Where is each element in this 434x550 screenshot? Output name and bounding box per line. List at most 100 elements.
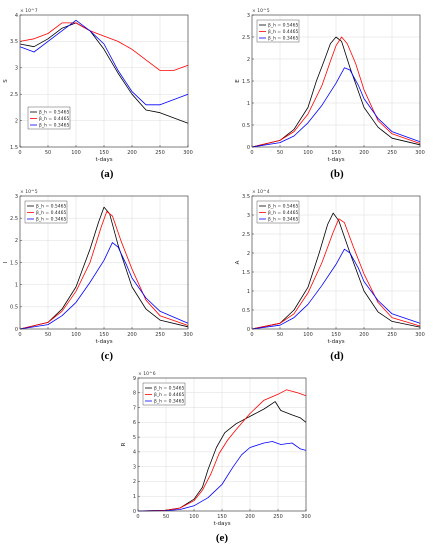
series-line-blue [251, 248, 421, 330]
y-tick-label: 5 [133, 435, 136, 441]
x-tick-label: 200 [127, 150, 137, 156]
panel-caption: (c) [101, 350, 114, 362]
y-axis-label: R [121, 442, 127, 446]
legend-entry: β_h = 0.5465 [268, 23, 298, 29]
y-tick-label: 2 [133, 479, 136, 485]
legend-entry: β_h = 0.5465 [154, 386, 184, 392]
chart-panel-3: 0 50 100 150 200 250 300 0 0.5 1 1.5 2 2.5 3× 10^5 t-d… [3, 189, 193, 362]
y-tick-label: 3.5 [10, 39, 18, 45]
x-tick-label: 0 [18, 332, 21, 338]
legend-box [256, 200, 300, 224]
x-tick-label: 150 [331, 150, 341, 156]
y-tick-label: 7 [133, 405, 136, 411]
x-tick-label: 150 [99, 332, 109, 338]
legend-entry: β_h = 0.4465 [36, 210, 66, 216]
legend-box [142, 382, 186, 406]
y-axis-label: S [3, 79, 9, 83]
x-tick-label: 0 [250, 332, 253, 338]
x-tick-label: 200 [127, 332, 137, 338]
series-line-blue [251, 67, 421, 148]
y-tick-label: 3 [247, 13, 250, 19]
y-tick-label: 0.5 [242, 308, 250, 314]
x-tick-label: 50 [277, 332, 283, 338]
legend-box [27, 106, 71, 130]
y-tick-label: 2 [15, 118, 18, 124]
x-axis-label: t-days [213, 521, 230, 527]
x-tick-label: 50 [45, 150, 51, 156]
panel-caption: (e) [216, 532, 229, 544]
x-axis-label: t-days [95, 157, 112, 163]
legend-entry: β_h = 0.3465 [268, 36, 298, 42]
x-tick-label: 200 [359, 150, 369, 156]
axis-exponent-label: × 10^6 [138, 371, 156, 377]
series-line-black [251, 212, 421, 330]
x-axis-label: t-days [95, 339, 112, 345]
x-tick-label: 300 [301, 514, 311, 520]
y-axis-label: I [3, 261, 9, 263]
x-tick-label: 300 [415, 332, 425, 338]
y-tick-label: 3 [133, 464, 136, 470]
x-tick-label: 150 [99, 150, 109, 156]
axis-exponent-label: × 10^4 [252, 189, 270, 195]
y-tick-label: 6 [133, 420, 136, 426]
y-tick-label: 4 [15, 13, 18, 19]
y-tick-label: 0 [133, 509, 136, 515]
x-tick-label: 150 [331, 332, 341, 338]
chart-panel-5: 0 50 100 150 200 250 300 0 1 2 3 4 5 6 7 8 9× 10^6 t-days… [121, 371, 311, 544]
legend-entry: β_h = 0.4465 [39, 116, 69, 122]
legend-entry: β_h = 0.5465 [39, 110, 69, 116]
x-tick-label: 250 [155, 332, 165, 338]
x-tick-label: 100 [71, 150, 81, 156]
y-axis-label: A [235, 260, 241, 264]
x-tick-label: 200 [359, 332, 369, 338]
x-tick-label: 300 [415, 150, 425, 156]
panel-caption: (d) [330, 350, 344, 362]
x-tick-label: 0 [18, 150, 21, 156]
legend-entry: β_h = 0.3465 [39, 123, 69, 129]
chart-panel-1: 0 50 100 150 200 250 300 1.5 2 2.5 3 3.5 4× 10^7 t-da… [3, 8, 193, 180]
legend-entry: β_h = 0.5465 [268, 204, 298, 210]
y-tick-label: 1.5 [242, 79, 250, 85]
x-axis-label: t-days [327, 339, 344, 345]
x-tick-label: 100 [303, 150, 313, 156]
legend-entry: β_h = 0.4465 [268, 29, 298, 35]
legend-entry: β_h = 0.3465 [268, 217, 298, 223]
x-tick-label: 0 [250, 150, 253, 156]
series-line-red [19, 22, 189, 71]
y-tick-label: 0 [15, 327, 18, 333]
y-tick-label: 3.5 [242, 194, 250, 200]
legend-entry: β_h = 0.3465 [154, 399, 184, 405]
y-tick-label: 3 [15, 66, 18, 72]
series-line-red [251, 218, 421, 330]
y-tick-label: 0.5 [242, 123, 250, 129]
x-tick-label: 250 [387, 332, 397, 338]
series-line-blue [137, 441, 307, 512]
x-tick-label: 100 [189, 514, 199, 520]
y-tick-label: 1 [133, 494, 136, 500]
x-tick-label: 50 [45, 332, 51, 338]
legend-entry: β_h = 0.4465 [154, 392, 184, 398]
y-tick-label: 2.5 [242, 232, 250, 238]
y-tick-label: 1 [247, 289, 250, 295]
y-tick-label: 2 [247, 57, 250, 63]
y-tick-label: 1.5 [10, 145, 18, 151]
panel-caption: (a) [101, 168, 114, 180]
x-tick-label: 200 [245, 514, 255, 520]
x-tick-label: 150 [217, 514, 227, 520]
y-tick-label: 2.5 [10, 216, 18, 222]
series-line-black [137, 401, 307, 512]
y-tick-label: 8 [133, 391, 136, 397]
series-line-black [251, 36, 421, 148]
legend-box [24, 200, 68, 224]
y-tick-label: 0 [247, 145, 250, 151]
legend-entry: β_h = 0.3465 [36, 217, 66, 223]
series-line-red [19, 211, 189, 330]
y-axis-label: E [235, 79, 241, 83]
x-tick-label: 250 [387, 150, 397, 156]
x-tick-label: 300 [183, 332, 193, 338]
legend-box [256, 19, 300, 43]
